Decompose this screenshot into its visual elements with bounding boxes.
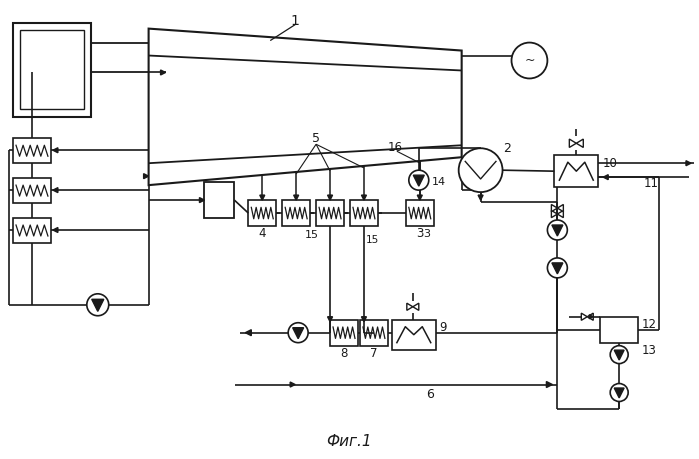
Circle shape <box>547 258 568 278</box>
Polygon shape <box>143 174 149 179</box>
Bar <box>13 138 51 163</box>
Polygon shape <box>53 228 58 233</box>
Polygon shape <box>260 195 265 200</box>
Polygon shape <box>149 28 461 185</box>
Text: 2: 2 <box>503 142 512 155</box>
Polygon shape <box>569 139 576 147</box>
Text: 11: 11 <box>644 177 659 190</box>
Circle shape <box>610 346 628 364</box>
Polygon shape <box>587 313 593 320</box>
Bar <box>350 200 378 226</box>
Text: 15: 15 <box>366 235 379 245</box>
Polygon shape <box>582 313 587 320</box>
Circle shape <box>512 43 547 78</box>
Polygon shape <box>92 299 103 311</box>
Circle shape <box>610 384 628 402</box>
Bar <box>20 30 84 109</box>
Bar <box>554 155 598 187</box>
Polygon shape <box>552 211 557 218</box>
Polygon shape <box>199 197 204 202</box>
Circle shape <box>409 170 428 190</box>
Polygon shape <box>294 195 298 200</box>
Text: 3: 3 <box>416 228 424 241</box>
Bar <box>330 320 358 346</box>
Polygon shape <box>361 317 366 322</box>
Text: Фиг.1: Фиг.1 <box>326 434 372 449</box>
Bar <box>248 200 276 226</box>
Polygon shape <box>614 388 624 398</box>
Circle shape <box>547 220 568 240</box>
Bar <box>600 317 638 343</box>
Text: 8: 8 <box>340 347 347 360</box>
Polygon shape <box>290 382 295 387</box>
Text: ~: ~ <box>524 54 535 67</box>
Bar <box>316 200 344 226</box>
Text: 15: 15 <box>305 230 319 240</box>
Bar <box>282 200 310 226</box>
Polygon shape <box>413 175 424 186</box>
Polygon shape <box>552 204 557 212</box>
Polygon shape <box>417 195 422 200</box>
Polygon shape <box>603 175 608 179</box>
Bar <box>392 320 435 350</box>
Text: 14: 14 <box>432 177 446 187</box>
Polygon shape <box>328 317 333 322</box>
Bar <box>13 218 51 243</box>
Text: 1: 1 <box>291 14 300 28</box>
Text: 5: 5 <box>312 132 320 145</box>
Polygon shape <box>686 161 691 166</box>
Text: 13: 13 <box>642 344 657 357</box>
Text: 7: 7 <box>370 347 377 360</box>
Polygon shape <box>53 148 58 153</box>
Polygon shape <box>293 328 303 339</box>
Polygon shape <box>413 303 419 310</box>
Polygon shape <box>245 330 252 336</box>
Text: 4: 4 <box>259 228 266 241</box>
Circle shape <box>288 323 308 343</box>
Text: 6: 6 <box>426 388 433 401</box>
Polygon shape <box>576 139 583 147</box>
Text: 16: 16 <box>387 141 403 154</box>
Text: 9: 9 <box>440 321 447 334</box>
Bar <box>406 200 434 226</box>
Circle shape <box>87 294 109 316</box>
Polygon shape <box>547 381 552 387</box>
Bar <box>13 22 91 118</box>
Circle shape <box>459 148 503 192</box>
Polygon shape <box>53 188 58 193</box>
Polygon shape <box>361 195 366 200</box>
Bar <box>13 178 51 203</box>
Polygon shape <box>557 204 563 212</box>
Text: 12: 12 <box>642 318 657 331</box>
Polygon shape <box>614 350 624 360</box>
Polygon shape <box>557 211 563 218</box>
Bar <box>204 182 234 218</box>
Polygon shape <box>552 263 563 274</box>
Polygon shape <box>552 225 563 236</box>
Text: 10: 10 <box>603 157 617 170</box>
Polygon shape <box>161 70 166 75</box>
Polygon shape <box>328 195 333 200</box>
Polygon shape <box>589 315 593 319</box>
Bar <box>360 320 388 346</box>
Polygon shape <box>478 195 483 200</box>
Text: 3: 3 <box>423 229 430 239</box>
Polygon shape <box>407 303 413 310</box>
